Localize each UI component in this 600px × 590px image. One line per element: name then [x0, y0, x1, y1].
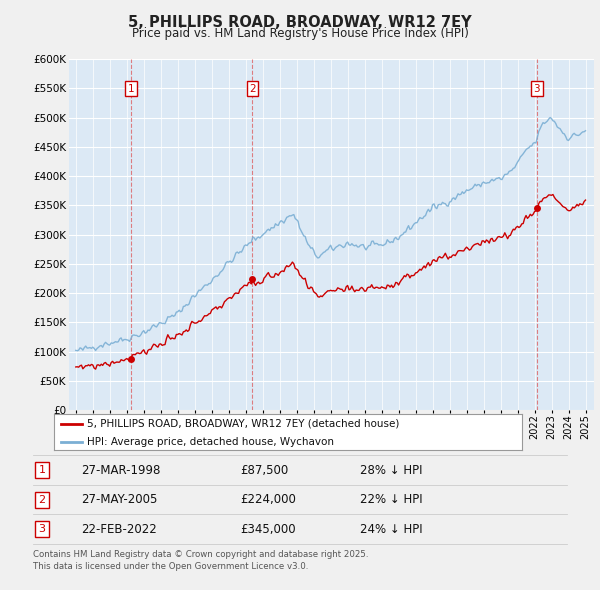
Text: 1: 1	[127, 84, 134, 94]
Text: £345,000: £345,000	[240, 523, 296, 536]
Text: 3: 3	[38, 525, 46, 534]
Text: 22-FEB-2022: 22-FEB-2022	[81, 523, 157, 536]
Text: 2: 2	[249, 84, 256, 94]
Text: 1: 1	[38, 466, 46, 475]
Text: £87,500: £87,500	[240, 464, 288, 477]
Text: 22% ↓ HPI: 22% ↓ HPI	[360, 493, 422, 506]
Text: 27-MAR-1998: 27-MAR-1998	[81, 464, 160, 477]
Text: HPI: Average price, detached house, Wychavon: HPI: Average price, detached house, Wych…	[87, 437, 334, 447]
Text: Price paid vs. HM Land Registry's House Price Index (HPI): Price paid vs. HM Land Registry's House …	[131, 27, 469, 40]
Text: Contains HM Land Registry data © Crown copyright and database right 2025.
This d: Contains HM Land Registry data © Crown c…	[33, 550, 368, 571]
Text: 27-MAY-2005: 27-MAY-2005	[81, 493, 157, 506]
Text: 5, PHILLIPS ROAD, BROADWAY, WR12 7EY: 5, PHILLIPS ROAD, BROADWAY, WR12 7EY	[128, 15, 472, 30]
Text: 2: 2	[38, 495, 46, 504]
Text: 28% ↓ HPI: 28% ↓ HPI	[360, 464, 422, 477]
Text: 24% ↓ HPI: 24% ↓ HPI	[360, 523, 422, 536]
Text: 3: 3	[533, 84, 540, 94]
Text: 5, PHILLIPS ROAD, BROADWAY, WR12 7EY (detached house): 5, PHILLIPS ROAD, BROADWAY, WR12 7EY (de…	[87, 419, 399, 429]
Text: £224,000: £224,000	[240, 493, 296, 506]
